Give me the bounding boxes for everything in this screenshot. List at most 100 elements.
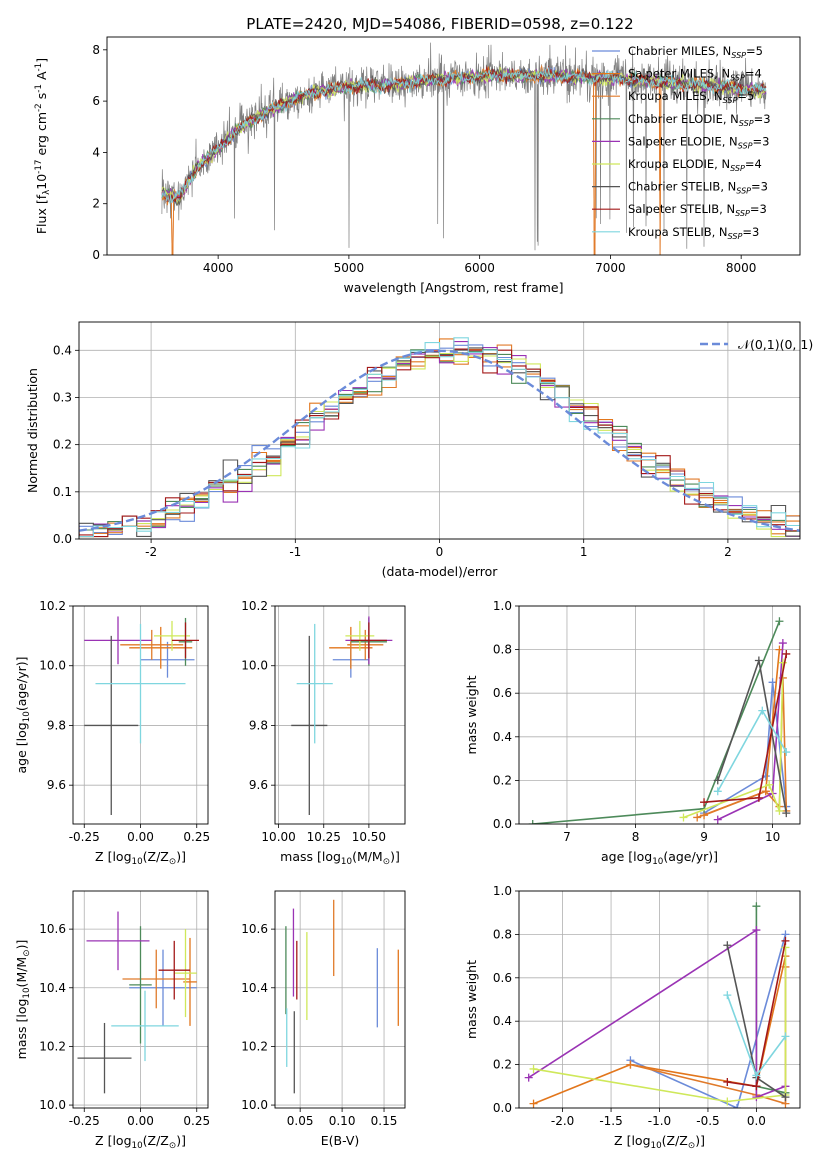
x-tick-label: 1 — [580, 545, 588, 559]
legend-subscript: SSP — [730, 164, 745, 173]
x-axis-label: (data-model)/error — [382, 564, 499, 579]
x-tick-label: -2 — [145, 545, 157, 559]
label-text: age [log — [601, 849, 652, 864]
plus-marker — [752, 1071, 761, 1080]
legend-label: Chabrier STELIB, NSSP=3 — [628, 180, 768, 196]
plus-marker — [754, 656, 763, 665]
y-tick-label: 10.2 — [39, 599, 66, 613]
plus-marker — [781, 1093, 790, 1102]
label-text: Z [log — [614, 1133, 650, 1148]
normal-reference-curve — [79, 349, 800, 532]
plus-marker — [775, 806, 784, 815]
legend-subscript: SSP — [730, 74, 745, 83]
superscript: -1 — [34, 84, 44, 93]
legend-model-name: Kroupa ELODIE, N — [628, 157, 730, 171]
subscript: 10 — [651, 1141, 662, 1151]
legend-model-name: Chabrier ELODIE, N — [628, 112, 739, 126]
x-tick-label: 8000 — [726, 261, 757, 275]
mass-vs-metallicity-panel: -0.25 0.00 0.25 10.0 10.2 10.4 10.6 Z [log10​(Z… — [14, 890, 210, 1151]
x-tick-label: -0.25 — [69, 830, 100, 844]
label-text: (Z/Z — [662, 1133, 688, 1148]
legend-nssp: =3 — [754, 112, 771, 126]
y-tick-label: 9.8 — [47, 718, 66, 732]
plus-marker — [778, 658, 787, 667]
x-axis-label: Z [log10​(Z/Z⊙​)] — [95, 1133, 186, 1151]
y-tick-label: 0.4 — [53, 343, 72, 357]
label-text: mass weight — [464, 675, 479, 754]
legend-label: Kroupa MILES, NSSP=5 — [628, 89, 754, 105]
label-text: 10 — [34, 174, 49, 190]
y-tick-label: 0.1 — [53, 485, 72, 499]
y-tick-label: 0 — [92, 248, 100, 262]
plus-marker — [626, 1060, 635, 1069]
y-tick-label: 9.6 — [47, 778, 66, 792]
label-text: ] — [34, 58, 49, 63]
label-text: Z [log — [95, 1133, 131, 1148]
label-text: erg cm — [34, 112, 49, 160]
subscript: ⊙ — [688, 1141, 695, 1151]
x-tick-label: 0.25 — [183, 830, 210, 844]
legend-subscript: SSP — [736, 187, 751, 196]
grid — [275, 605, 405, 824]
legend-nssp: =4 — [745, 67, 762, 81]
spectrum-panel: 4000 5000 6000 7000 8000 0 2 4 6 8 wavelength [Ang… — [34, 36, 801, 295]
axes-frame — [72, 605, 209, 825]
x-tick-label: 0.0 — [747, 1114, 766, 1128]
subscript: ⊙ — [383, 857, 390, 867]
x-tick-label: 10.50 — [352, 830, 386, 844]
plot-area — [79, 337, 800, 538]
math-text: 𝒩(0,1)(0, 1) — [738, 337, 813, 352]
massweight-vs-metallicity-panel: -2.0 -1.5 -1.0 -0.5 0.0 0.0 0.2 0.4 0.6 0.8 1.0 Z [… — [464, 884, 801, 1151]
histogram-steps — [79, 337, 800, 538]
y-tick-label: 0.2 — [493, 773, 512, 787]
y-tick-label: 0.0 — [493, 817, 512, 831]
y-tick-label: 0.4 — [493, 730, 512, 744]
mass-weight-line — [528, 928, 786, 1099]
axes-frame — [274, 890, 406, 1109]
x-tick-label: 7000 — [595, 261, 626, 275]
x-tick-label: 6000 — [464, 261, 495, 275]
plus-marker — [775, 617, 784, 626]
label-text: (data-model)/error — [382, 564, 499, 579]
legend-model-name: Salpeter STELIB, N — [628, 202, 735, 216]
label-text: mass [log — [14, 999, 29, 1060]
x-tick-label: 0.00 — [127, 830, 154, 844]
y-tick-label: 0.0 — [493, 1101, 512, 1115]
superscript: -2 — [34, 103, 44, 112]
y-tick-label: 0.3 — [53, 390, 72, 404]
y-axis-label: mass weight — [464, 960, 479, 1039]
x-tick-label: -2.0 — [551, 1114, 574, 1128]
x-tick-label: 7 — [563, 830, 571, 844]
mass-vs-ebv-panel: 0.05 0.10 0.15 10.0 10.2 10.4 10.6 E(B-V) — [241, 890, 406, 1148]
axes-frame — [106, 36, 801, 256]
y-axis-label: mass [log10​(M/M⊙​)] — [14, 940, 32, 1060]
y-tick-label: 10.2 — [39, 1039, 66, 1053]
grid — [519, 605, 800, 825]
x-tick-label: -0.5 — [696, 1114, 719, 1128]
mass-weight-line — [703, 682, 788, 814]
y-tick-label: 10.0 — [241, 1098, 268, 1112]
plus-marker — [723, 1077, 732, 1086]
plus-marker — [723, 941, 732, 950]
label-text: wavelength [Angstrom, rest frame] — [343, 280, 563, 295]
plot-area — [161, 42, 767, 255]
plus-marker — [713, 776, 722, 785]
legend-subscript: SSP — [735, 209, 750, 218]
y-tick-label: 0.4 — [493, 1014, 512, 1028]
x-tick-label: 0 — [436, 545, 444, 559]
massweight-vs-age-panel: 7 8 9 10 0.0 0.2 0.4 0.6 0.8 1.0 age [log10​(age/y… — [464, 599, 801, 867]
y-tick-label: 6 — [92, 94, 100, 108]
mass-weight-line — [533, 955, 787, 1105]
legend-nssp: =3 — [742, 225, 759, 239]
label-text: Z [log — [95, 849, 131, 864]
legend-nssp: =5 — [746, 44, 763, 58]
age-vs-metallicity-panel: -0.25 0.00 0.25 9.6 9.8 10.0 10.2 Z [log10​(Z/Z… — [14, 599, 210, 867]
axes-frame — [274, 605, 406, 825]
label-text: A — [34, 71, 49, 84]
plus-marker — [768, 678, 777, 687]
label-text: (Z/Z — [143, 1133, 169, 1148]
plot-area — [285, 899, 399, 1094]
y-axis-label: mass weight — [464, 675, 479, 754]
plot-area — [84, 616, 199, 816]
x-tick-label: -0.25 — [69, 1114, 100, 1128]
